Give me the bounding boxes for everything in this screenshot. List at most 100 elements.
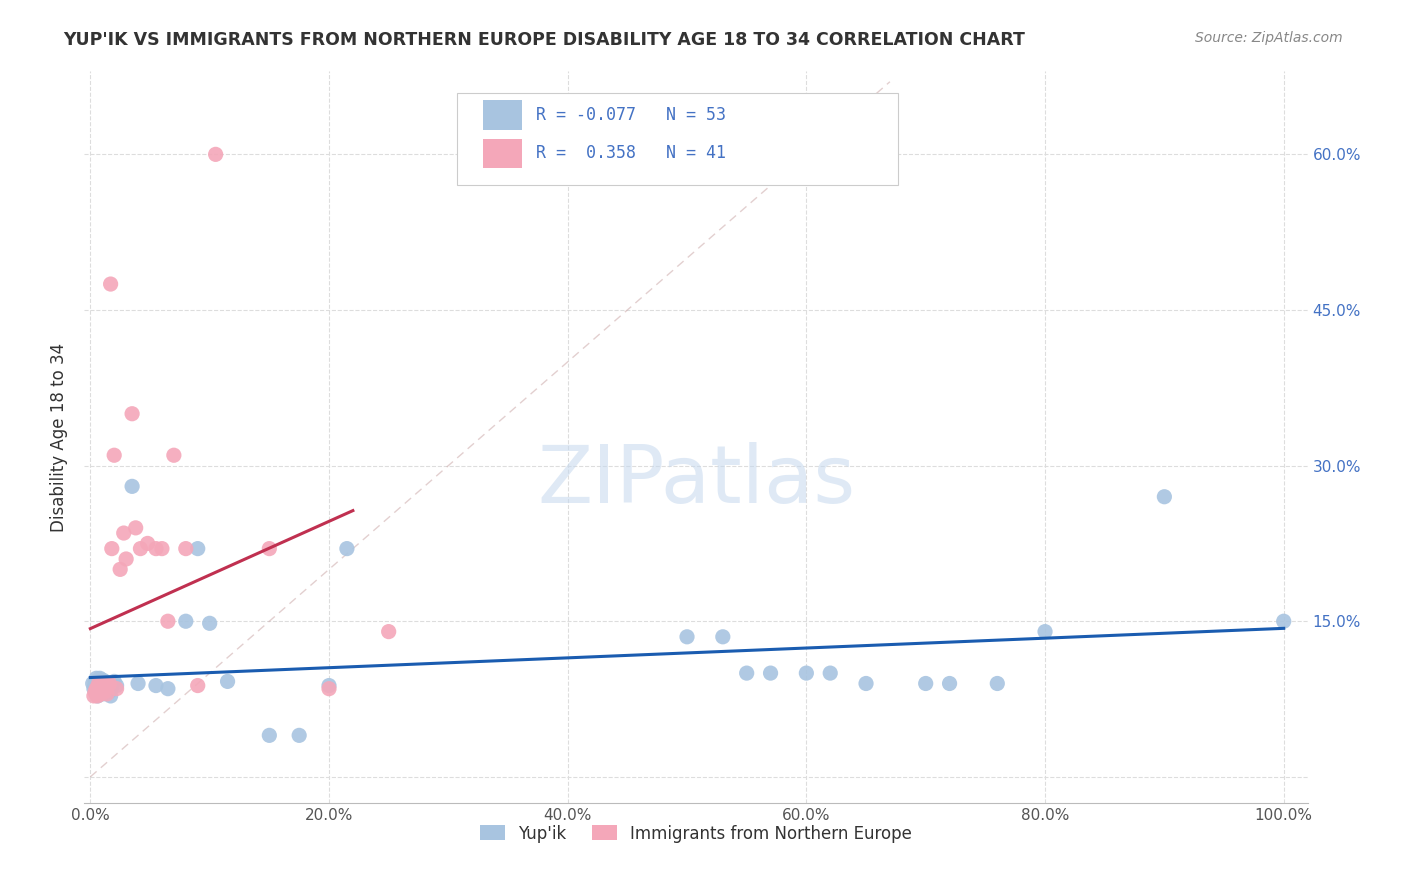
Point <box>91 685 114 699</box>
Point <box>1033 624 1056 639</box>
Point <box>94 676 117 690</box>
Point <box>336 541 359 556</box>
Point <box>145 541 167 556</box>
FancyBboxPatch shape <box>457 94 898 185</box>
Point <box>105 679 128 693</box>
Point <box>90 687 112 701</box>
Point <box>90 673 112 688</box>
Point <box>89 681 111 696</box>
Point <box>86 679 108 693</box>
Point <box>156 681 179 696</box>
Point <box>174 541 197 556</box>
Point <box>103 448 125 462</box>
Point <box>101 681 124 695</box>
Point <box>796 666 818 681</box>
Point <box>121 407 143 421</box>
Point <box>91 674 114 689</box>
Point <box>187 679 209 693</box>
Point <box>174 614 197 628</box>
Point <box>97 679 120 693</box>
Point <box>318 679 340 693</box>
Text: ZIPatlas: ZIPatlas <box>537 442 855 520</box>
Point <box>187 541 209 556</box>
Point <box>136 536 159 550</box>
Point <box>711 630 734 644</box>
Point <box>103 674 125 689</box>
FancyBboxPatch shape <box>484 100 522 129</box>
Point <box>86 689 108 703</box>
Point <box>93 679 115 693</box>
Point <box>87 676 110 690</box>
Point <box>97 680 120 694</box>
Point <box>90 685 112 699</box>
Point <box>84 685 107 699</box>
Point <box>91 681 114 696</box>
Point <box>84 674 107 689</box>
Point <box>914 676 936 690</box>
Point <box>938 676 960 690</box>
Point <box>100 689 122 703</box>
Text: R = -0.077   N = 53: R = -0.077 N = 53 <box>536 106 725 124</box>
Point <box>127 676 149 690</box>
Point <box>93 687 115 701</box>
Point <box>101 541 124 556</box>
Point <box>86 681 108 696</box>
Point <box>93 673 115 688</box>
Point <box>217 674 239 689</box>
Point <box>759 666 782 681</box>
Point <box>84 679 107 693</box>
Point <box>83 689 105 703</box>
Point <box>259 541 281 556</box>
Point <box>112 526 135 541</box>
Point <box>377 624 399 639</box>
Point <box>89 685 111 699</box>
Point <box>818 666 841 681</box>
Point <box>156 614 179 628</box>
Point <box>86 689 108 703</box>
Text: YUP'IK VS IMMIGRANTS FROM NORTHERN EUROPE DISABILITY AGE 18 TO 34 CORRELATION CH: YUP'IK VS IMMIGRANTS FROM NORTHERN EUROP… <box>63 31 1025 49</box>
Point <box>87 674 110 689</box>
Point <box>204 147 226 161</box>
Point <box>163 448 186 462</box>
Point <box>89 671 111 685</box>
Point <box>91 681 114 695</box>
Point <box>735 666 758 681</box>
Point <box>93 680 115 694</box>
Point <box>129 541 152 556</box>
Point <box>318 681 340 696</box>
Point <box>121 479 143 493</box>
Point <box>100 277 122 291</box>
Point <box>98 676 121 690</box>
Point <box>259 728 281 742</box>
Point <box>84 687 107 701</box>
Point <box>84 685 107 699</box>
Point <box>986 676 1008 690</box>
Point <box>198 616 221 631</box>
Point <box>1153 490 1175 504</box>
Point <box>124 521 146 535</box>
Point <box>115 552 138 566</box>
Point <box>145 679 167 693</box>
Point <box>89 676 111 690</box>
Point <box>105 681 128 696</box>
Text: Source: ZipAtlas.com: Source: ZipAtlas.com <box>1195 31 1343 45</box>
Point <box>1272 614 1295 628</box>
Point <box>288 728 311 742</box>
Point <box>150 541 173 556</box>
Point <box>96 687 118 701</box>
Point <box>82 676 104 690</box>
Point <box>84 681 107 696</box>
Point <box>98 685 121 699</box>
Text: R =  0.358   N = 41: R = 0.358 N = 41 <box>536 145 725 162</box>
Point <box>89 681 111 696</box>
FancyBboxPatch shape <box>484 138 522 168</box>
Y-axis label: Disability Age 18 to 34: Disability Age 18 to 34 <box>51 343 69 532</box>
Point <box>93 685 115 699</box>
Point <box>84 671 107 685</box>
Point <box>108 562 131 576</box>
Point <box>676 630 699 644</box>
Point <box>83 681 105 696</box>
Point <box>96 683 118 698</box>
Point <box>94 681 117 696</box>
Point <box>87 687 110 701</box>
